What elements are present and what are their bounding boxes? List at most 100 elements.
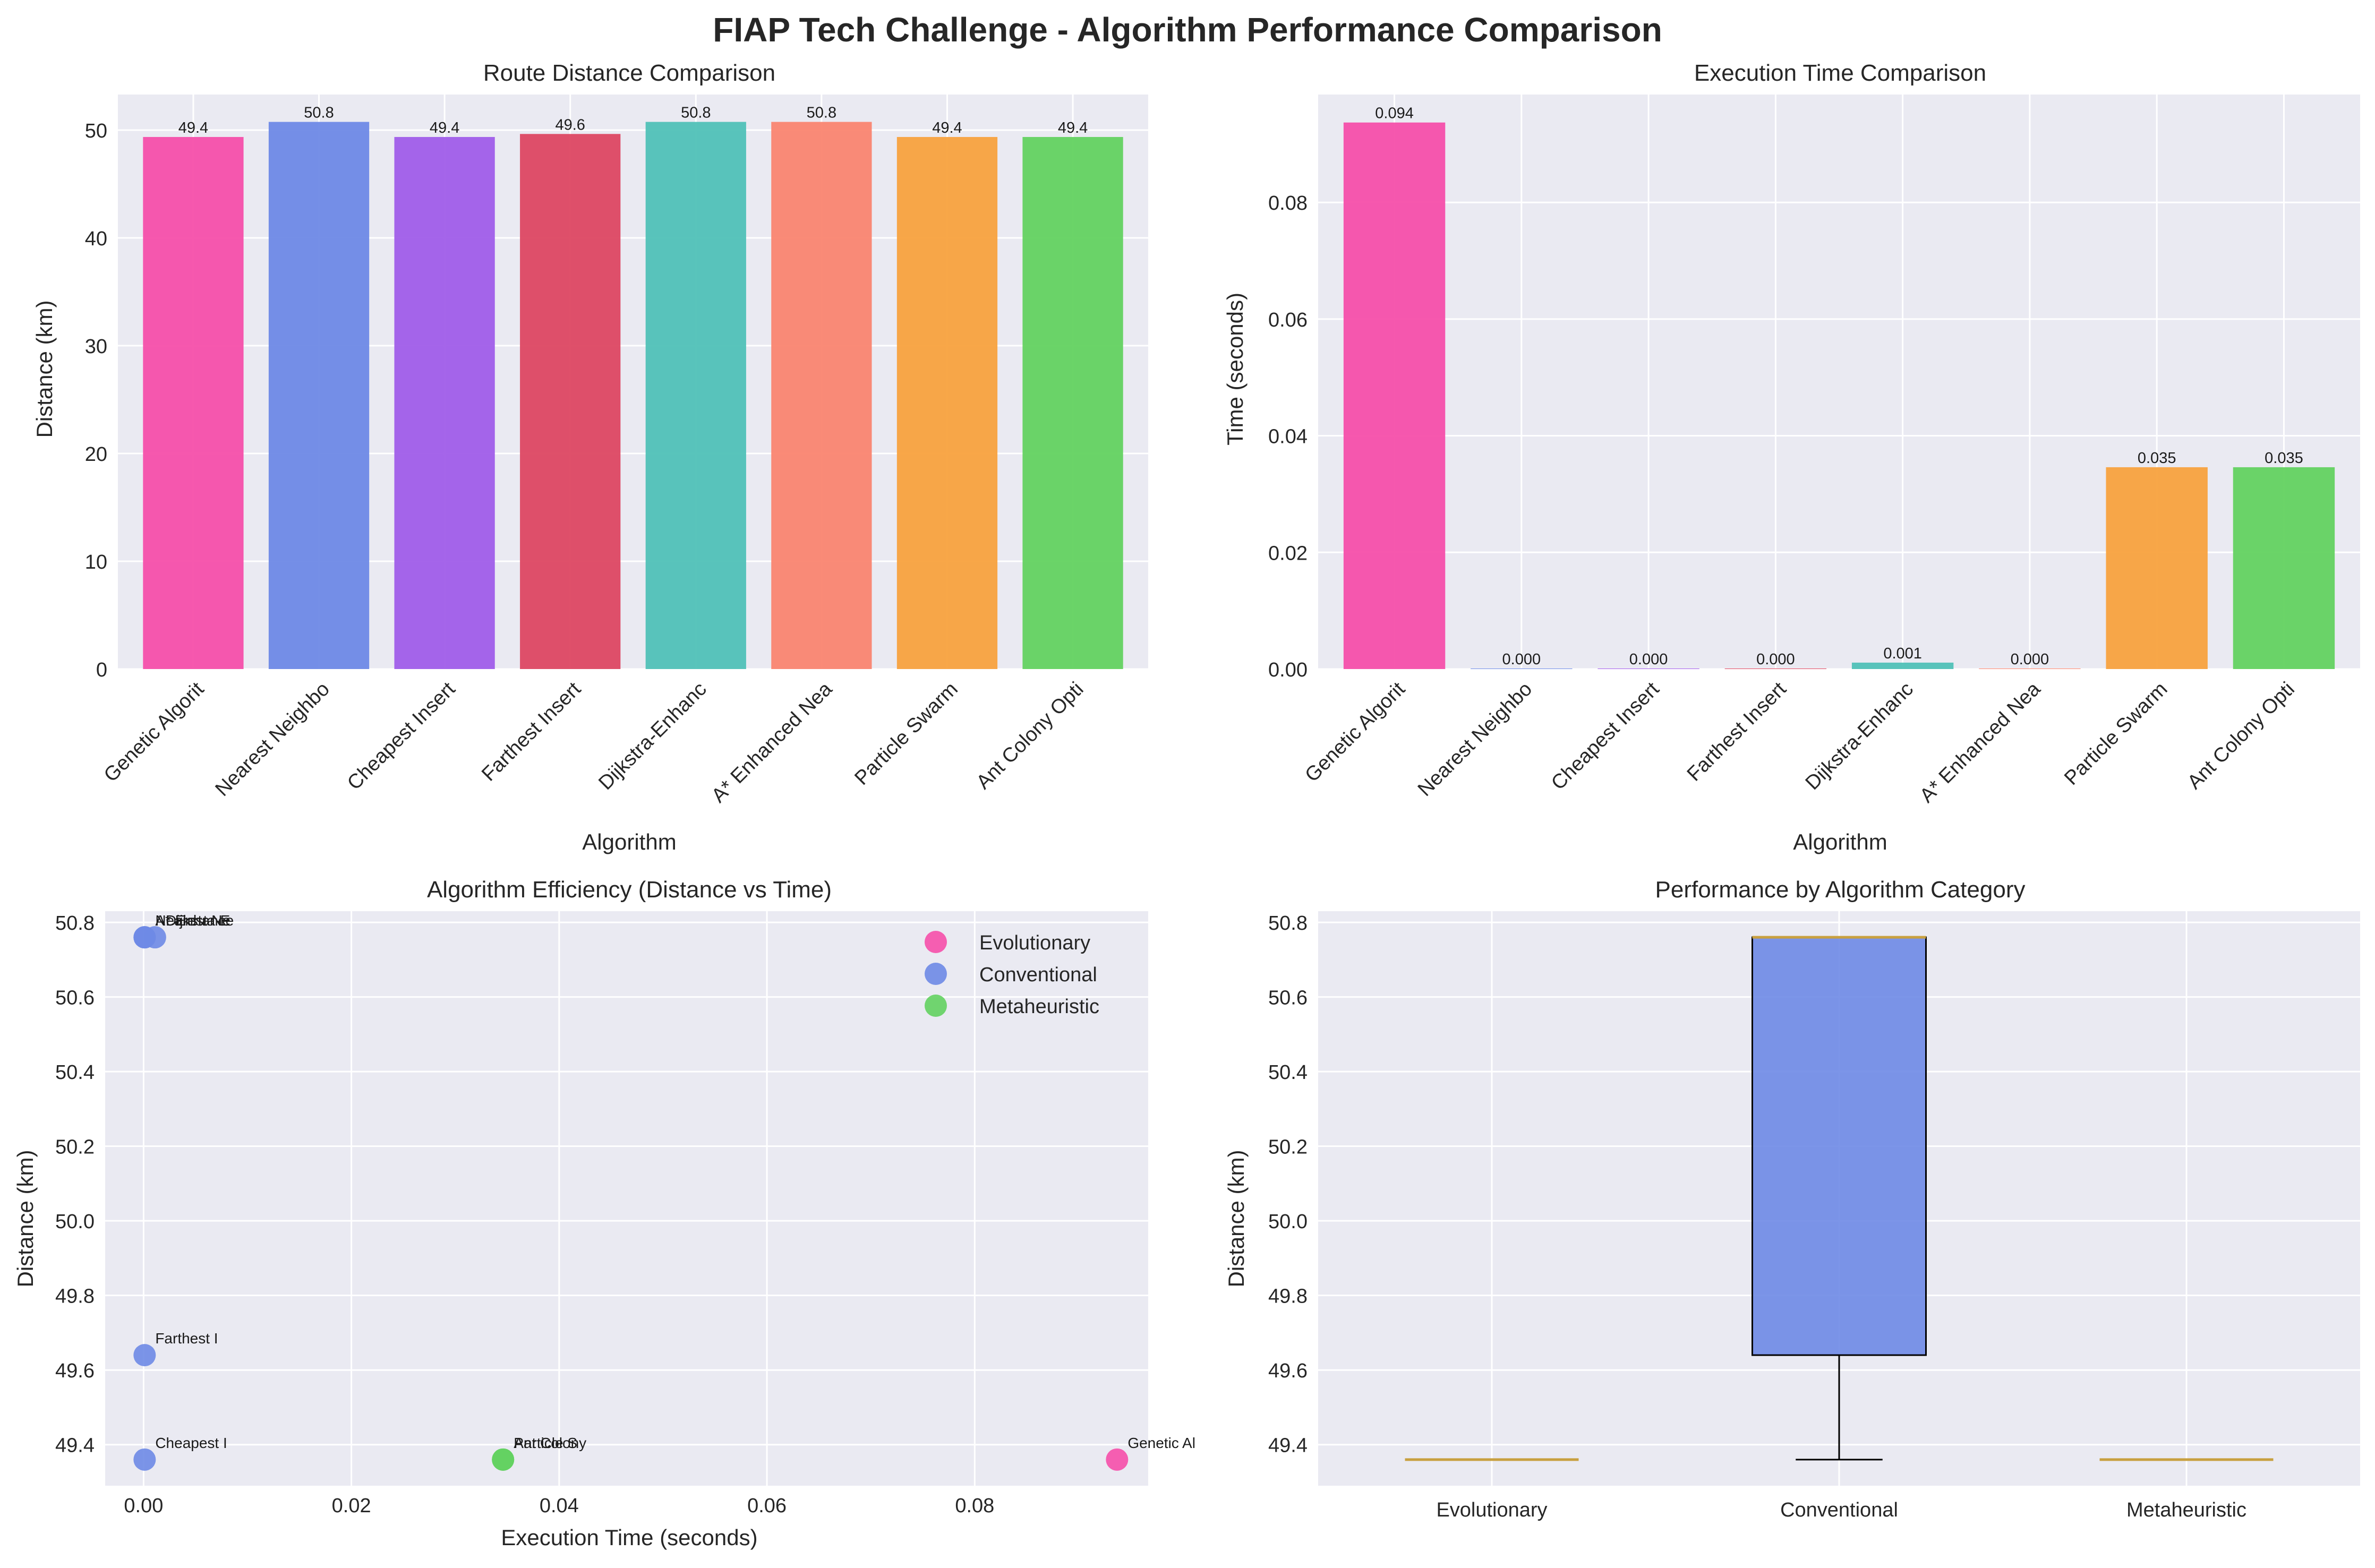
- box-ytick-label: 49.8: [1268, 1286, 1308, 1308]
- scatter-ytick-label: 50.0: [55, 1211, 95, 1233]
- box-chart-title: Performance by Algorithm Category: [1655, 877, 2026, 903]
- time-bar-value-label: 0.035: [2265, 450, 2303, 467]
- time-chart-xlabel: Algorithm: [1793, 829, 1887, 854]
- time-ytick-label: 0.08: [1268, 192, 1308, 215]
- distance-bar: [394, 136, 495, 669]
- time-bar-value-label: 0.000: [1756, 651, 1795, 668]
- scatter-chart-xlabel: Execution Time (seconds): [501, 1525, 757, 1550]
- distance-bar: [143, 136, 244, 669]
- scatter-point: [133, 1344, 156, 1367]
- scatter-point: [492, 1448, 515, 1471]
- time-bar-value-label: 0.001: [1883, 645, 1922, 662]
- scatter-xtick-label: 0.00: [124, 1495, 163, 1517]
- time-bar: [1343, 122, 1446, 669]
- scatter-point-label: Ant Colony: [514, 1435, 586, 1451]
- time-bar-value-label: 0.000: [1629, 651, 1668, 668]
- time-ytick-label: 0.06: [1268, 309, 1308, 331]
- time-bar: [1851, 662, 1954, 669]
- distance-bar-value-label: 49.6: [555, 116, 585, 133]
- scatter-chart-ylabel: Distance (km): [13, 1150, 38, 1287]
- distance-bar: [268, 122, 370, 669]
- figure-title: FIAP Tech Challenge - Algorithm Performa…: [713, 11, 1662, 49]
- distance-bar-value-label: 49.4: [178, 119, 208, 136]
- time-ytick-label: 0.02: [1268, 542, 1308, 564]
- scatter-xtick-label: 0.08: [955, 1495, 994, 1517]
- scatter-point-label: Particle S: [514, 1435, 577, 1451]
- scatter-legend-marker: [925, 995, 947, 1017]
- scatter-ytick-label: 50.8: [55, 912, 95, 935]
- box-ytick-label: 50.4: [1268, 1061, 1308, 1084]
- box-xtick-label: Metaheuristic: [2126, 1499, 2246, 1521]
- scatter-point: [133, 1448, 156, 1471]
- distance-ytick-label: 20: [85, 443, 107, 466]
- time-bar: [2233, 467, 2335, 669]
- scatter-legend-label: Evolutionary: [979, 932, 1090, 954]
- box-chart-ylabel: Distance (km): [1224, 1150, 1249, 1287]
- category-box-chart: Performance by Algorithm Category Distan…: [1224, 877, 2360, 1521]
- distance-bar: [645, 122, 746, 669]
- scatter-ytick-label: 50.2: [55, 1136, 95, 1159]
- box-ytick-label: 50.0: [1268, 1211, 1308, 1233]
- time-chart-ylabel: Time (seconds): [1223, 293, 1248, 445]
- distance-chart-title: Route Distance Comparison: [483, 60, 775, 86]
- distance-ytick-label: 30: [85, 336, 107, 358]
- scatter-point: [1106, 1448, 1129, 1471]
- scatter-point-label: Cheapest I: [155, 1435, 227, 1451]
- scatter-ytick-label: 49.4: [55, 1435, 95, 1457]
- scatter-ytick-label: 49.6: [55, 1360, 95, 1382]
- scatter-legend-label: Conventional: [979, 964, 1097, 986]
- distance-chart-ylabel: Distance (km): [32, 300, 57, 438]
- time-bar-chart: Execution Time Comparison Algorithm Time…: [1223, 60, 2360, 854]
- box-xtick-label: Conventional: [1780, 1499, 1898, 1521]
- distance-bar-value-label: 49.4: [1058, 119, 1088, 136]
- box-xtick-label: Evolutionary: [1436, 1499, 1547, 1521]
- distance-bar-chart: Route Distance Comparison Algorithm Dist…: [32, 60, 1148, 854]
- time-bar-value-label: 0.035: [2138, 450, 2176, 467]
- distance-bar: [1022, 136, 1123, 669]
- scatter-ytick-label: 49.8: [55, 1286, 95, 1308]
- distance-bar: [520, 134, 621, 669]
- box-ytick-label: 50.2: [1268, 1136, 1308, 1159]
- distance-chart-xlabel: Algorithm: [582, 829, 676, 854]
- time-bar-value-label: 0.000: [2011, 651, 2049, 668]
- box-ytick-label: 49.6: [1268, 1360, 1308, 1382]
- time-chart-title: Execution Time Comparison: [1694, 60, 1986, 86]
- distance-ytick-label: 10: [85, 551, 107, 573]
- scatter-point-label: Genetic Al: [1127, 1435, 1195, 1451]
- scatter-xtick-label: 0.04: [540, 1495, 579, 1517]
- scatter-ytick-label: 50.6: [55, 987, 95, 1009]
- scatter-point-label: Nearest Ne: [155, 912, 230, 929]
- scatter-point: [133, 926, 156, 949]
- time-bar: [2106, 467, 2208, 669]
- scatter-xtick-label: 0.06: [747, 1495, 787, 1517]
- time-ytick-label: 0.04: [1268, 426, 1308, 448]
- distance-ytick-label: 40: [85, 228, 107, 250]
- distance-bar-value-label: 49.4: [430, 119, 459, 136]
- box-ytick-label: 50.8: [1268, 912, 1308, 935]
- time-ytick-label: 0.00: [1268, 659, 1308, 681]
- distance-ytick-label: 0: [96, 659, 107, 681]
- time-bar-value-label: 0.094: [1375, 105, 1414, 122]
- scatter-xtick-label: 0.02: [332, 1495, 371, 1517]
- scatter-legend-marker: [925, 931, 947, 953]
- efficiency-scatter-chart: Algorithm Efficiency (Distance vs Time) …: [13, 877, 1195, 1550]
- distance-bar-value-label: 50.8: [807, 105, 836, 122]
- scatter-point-label: Dijkstra-E: [166, 912, 230, 929]
- distance-bar: [896, 136, 998, 669]
- scatter-legend-label: Metaheuristic: [979, 996, 1099, 1018]
- distance-ytick-label: 50: [85, 120, 107, 142]
- time-bar-value-label: 0.000: [1502, 651, 1541, 668]
- box-box: [1752, 936, 1927, 1356]
- scatter-ytick-label: 50.4: [55, 1061, 95, 1084]
- scatter-chart-title: Algorithm Efficiency (Distance vs Time): [427, 877, 832, 903]
- box-ytick-label: 50.6: [1268, 987, 1308, 1009]
- distance-bar-value-label: 50.8: [304, 105, 334, 122]
- distance-bar-value-label: 50.8: [681, 105, 711, 122]
- scatter-legend-marker: [925, 963, 947, 985]
- scatter-point-label: A* Enhance: [155, 912, 234, 929]
- box-ytick-label: 49.4: [1268, 1435, 1308, 1457]
- distance-bar-value-label: 49.4: [932, 119, 962, 136]
- scatter-point-label: Farthest I: [155, 1330, 218, 1347]
- distance-bar: [771, 122, 872, 669]
